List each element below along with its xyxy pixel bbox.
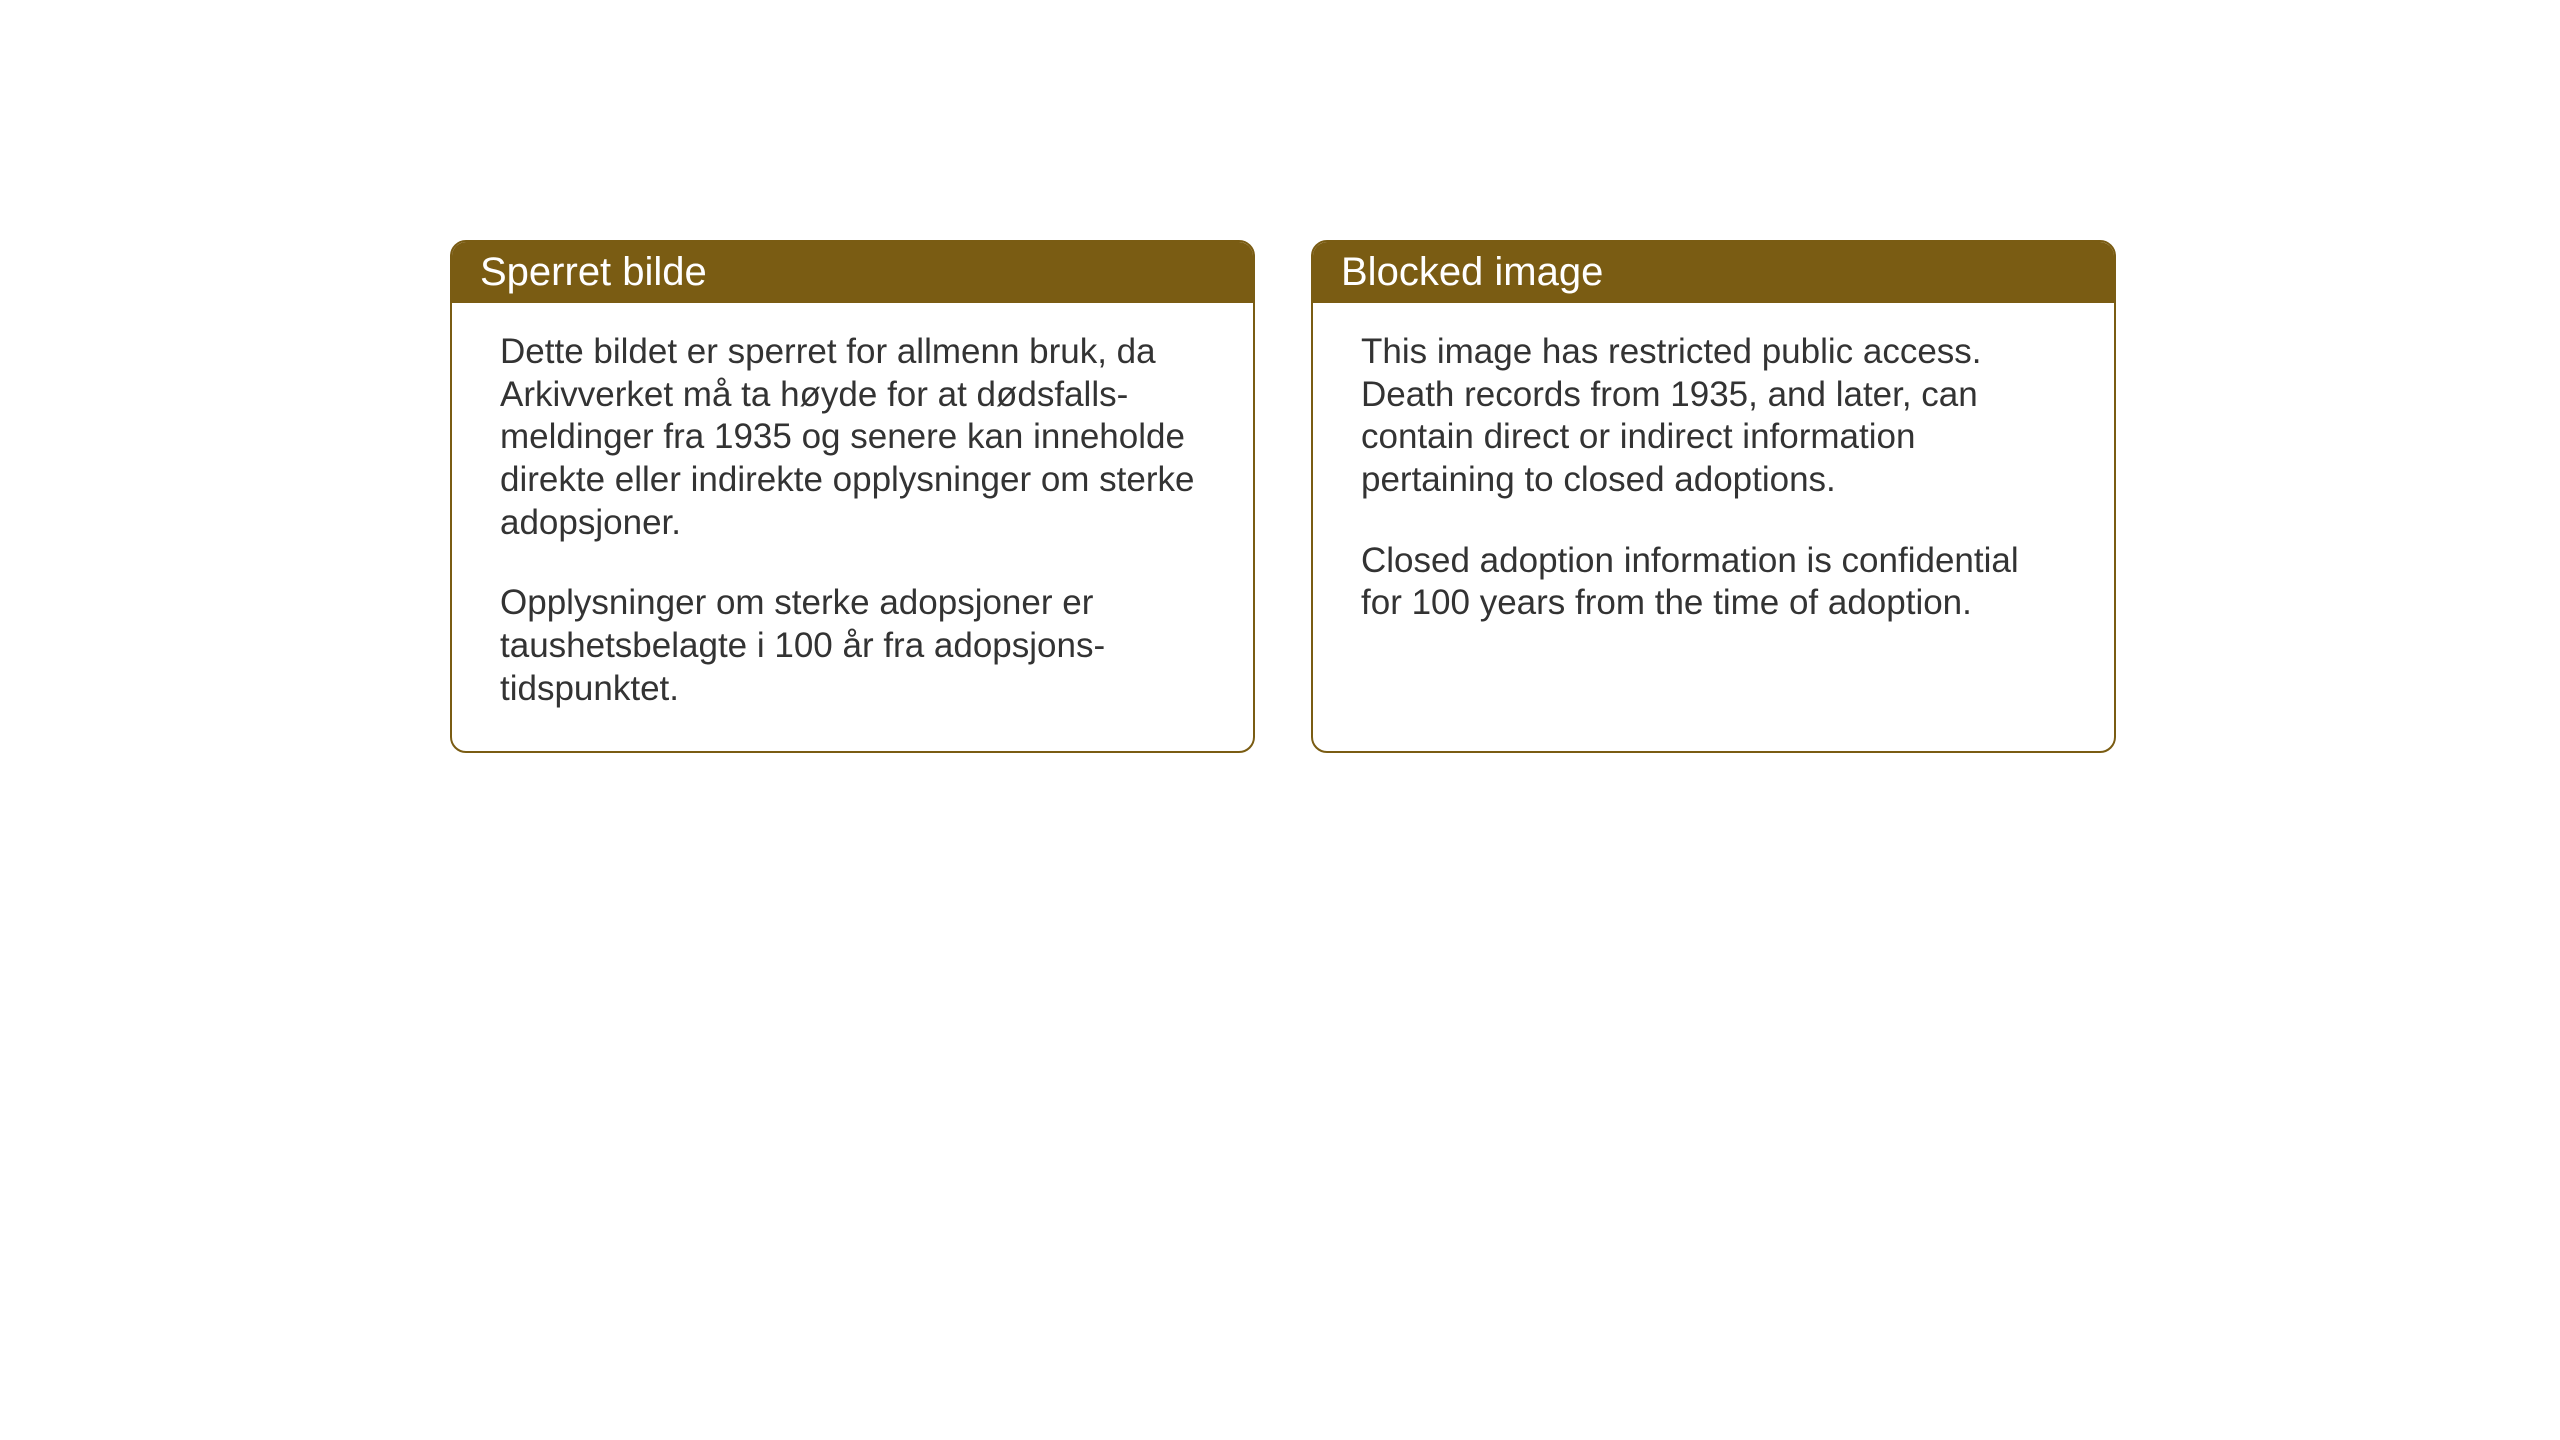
panel-english: Blocked image This image has restricted … — [1311, 240, 2116, 753]
panel-body-english: This image has restricted public access.… — [1313, 303, 2114, 703]
panel-header-norwegian: Sperret bilde — [452, 242, 1253, 303]
panels-container: Sperret bilde Dette bildet er sperret fo… — [450, 240, 2116, 753]
panel-title: Blocked image — [1341, 250, 1603, 294]
panel-norwegian: Sperret bilde Dette bildet er sperret fo… — [450, 240, 1255, 753]
panel-paragraph: Closed adoption information is confident… — [1361, 540, 2066, 625]
panel-paragraph: This image has restricted public access.… — [1361, 331, 2066, 502]
panel-body-norwegian: Dette bildet er sperret for allmenn bruk… — [452, 303, 1253, 751]
panel-paragraph: Opplysninger om sterke adopsjoner er tau… — [500, 582, 1205, 710]
panel-title: Sperret bilde — [480, 250, 707, 294]
panel-header-english: Blocked image — [1313, 242, 2114, 303]
panel-paragraph: Dette bildet er sperret for allmenn bruk… — [500, 331, 1205, 544]
